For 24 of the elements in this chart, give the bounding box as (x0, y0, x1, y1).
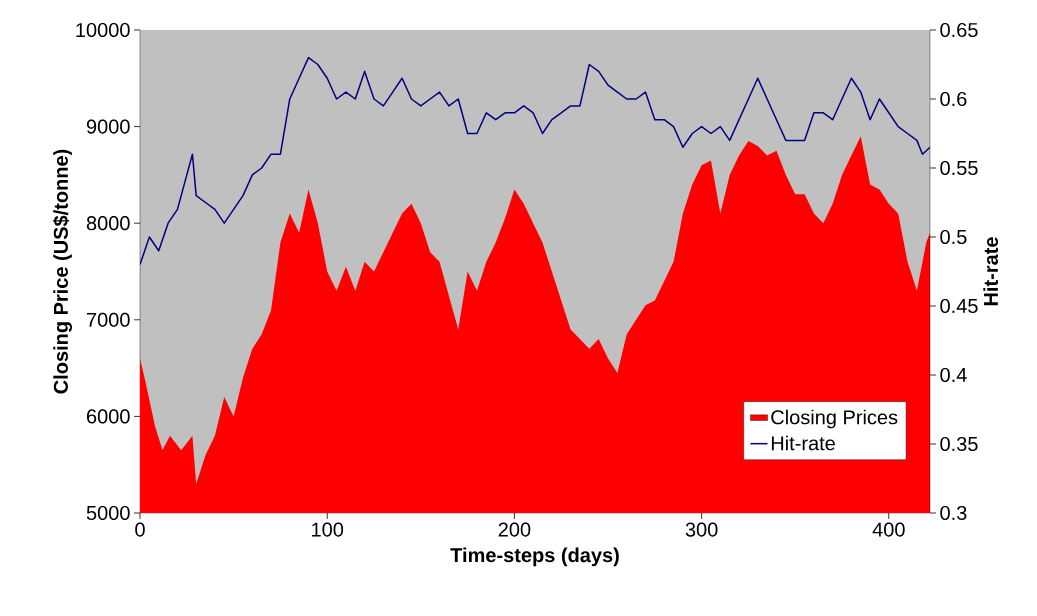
y2-tick-label: 0.4 (940, 367, 967, 383)
y-tick-label: 7000 (87, 312, 130, 327)
y-tick-label: 6000 (87, 409, 130, 424)
y-tick-label: 10000 (76, 22, 130, 38)
y2-tick-label: 0.5 (940, 229, 967, 245)
y2-axis-title: Hit-rate (983, 237, 998, 306)
y-axis-title: Closing Price (US$/tonne) (52, 149, 72, 394)
x-axis-title: Time-steps (days) (450, 547, 619, 567)
y-tick-label: 8000 (86, 216, 130, 231)
y2-tick-label: 0.3 (940, 505, 967, 521)
y2-tick-label: 0.45 (940, 298, 978, 314)
legend-label: Hit-rate (771, 435, 835, 451)
x-tick-label: 400 (872, 522, 905, 537)
x-tick-label: 200 (498, 522, 531, 537)
y2-tick-label: 0.55 (940, 160, 978, 176)
y2-tick-label: 0.6 (940, 91, 967, 107)
y-tick-label: 9000 (86, 119, 130, 134)
series-label: Closing Prices (771, 409, 898, 429)
x-tick-label: 300 (685, 522, 718, 537)
y-tick-label: 5000 (86, 505, 130, 521)
x-tick-label: 0 (135, 522, 145, 537)
x-tick-label: 100 (312, 522, 344, 537)
y2-tick-label: 0.65 (940, 22, 978, 38)
y2-tick-label: 0.35 (940, 436, 978, 452)
